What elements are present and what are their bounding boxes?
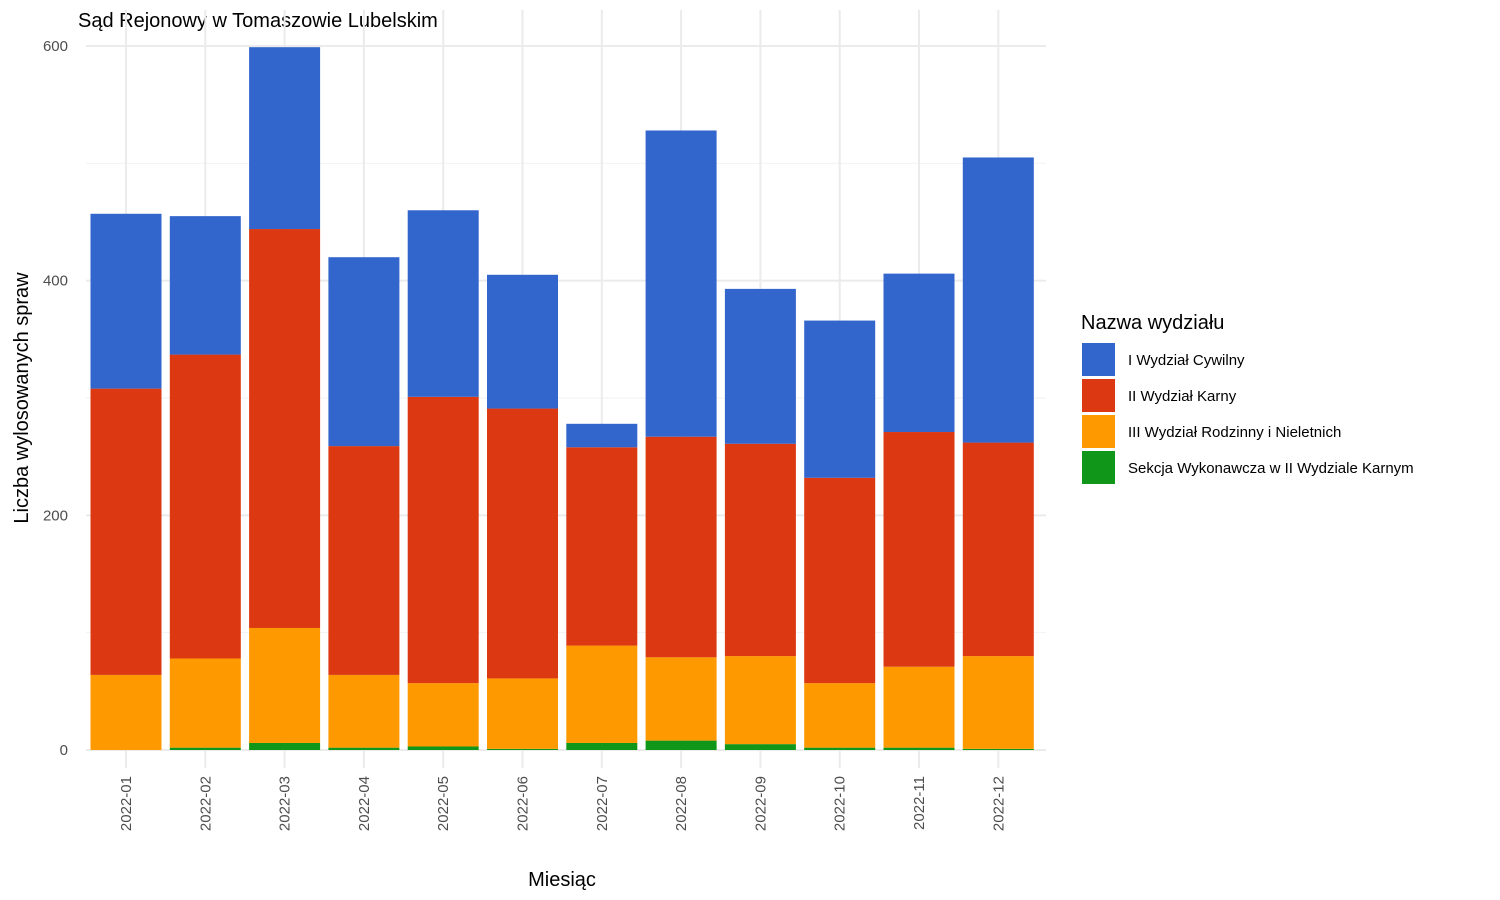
bar-segment xyxy=(169,747,241,750)
legend-label: I Wydział Cywilny xyxy=(1128,352,1245,369)
bar-segment xyxy=(169,216,241,355)
bar-segment xyxy=(169,354,241,659)
x-tick-label: 2022-06 xyxy=(515,776,532,831)
bar-segment xyxy=(90,388,162,675)
chart-title: Sąd Rejonowy w Tomaszowie Lubelskim xyxy=(78,10,438,32)
bar-segment xyxy=(328,446,400,675)
bar-segment xyxy=(407,210,479,397)
bar-segment xyxy=(645,657,717,741)
bar-segment xyxy=(804,477,876,684)
x-tick-label: 2022-11 xyxy=(911,776,928,830)
bar-segment xyxy=(804,683,876,748)
bar-segment xyxy=(566,423,638,448)
bar-segment xyxy=(962,656,1034,749)
bar-segment xyxy=(566,645,638,743)
bar-segment xyxy=(169,658,241,748)
bar-segment xyxy=(566,742,638,750)
bar-segment xyxy=(962,442,1034,657)
x-tick-label: 2022-07 xyxy=(594,776,611,831)
legend-swatch xyxy=(1082,451,1115,484)
x-axis-title: Miesiąc xyxy=(528,869,596,891)
bar-segment xyxy=(883,432,955,667)
x-tick-label: 2022-08 xyxy=(673,776,690,831)
bar-segment xyxy=(645,130,717,437)
bar-segment xyxy=(804,747,876,750)
bar-segment xyxy=(724,656,796,745)
bar-segment xyxy=(328,747,400,750)
legend-label: Sekcja Wykonawcza w II Wydziale Karnym xyxy=(1128,460,1414,477)
bar-segment xyxy=(249,47,321,230)
bar-segment xyxy=(724,288,796,444)
bar-segment xyxy=(645,740,717,750)
legend-swatch xyxy=(1082,415,1115,448)
legend-swatch xyxy=(1082,379,1115,412)
legend-swatch xyxy=(1082,343,1115,376)
bar-segment xyxy=(487,678,558,749)
y-tick-label: 200 xyxy=(43,507,68,524)
x-tick-label: 2022-12 xyxy=(990,776,1007,831)
bar-segment xyxy=(487,274,558,409)
y-tick-label: 400 xyxy=(43,273,68,290)
y-axis-ticks: 0 200 400 600 xyxy=(43,38,68,759)
bar-segment xyxy=(487,748,558,750)
bar-segment xyxy=(90,674,162,750)
y-tick-label: 600 xyxy=(43,38,68,55)
bar-segment xyxy=(724,744,796,750)
legend-label: III Wydział Rodzinny i Nieletnich xyxy=(1128,424,1341,441)
x-tick-label: 2022-05 xyxy=(435,776,452,831)
bar-segment xyxy=(328,257,400,447)
bar-segment xyxy=(883,747,955,750)
bar-segment xyxy=(962,748,1034,750)
x-tick-label: 2022-04 xyxy=(356,776,373,831)
bar-segment xyxy=(962,157,1034,443)
bar-segment xyxy=(487,408,558,679)
bar-segment xyxy=(883,666,955,748)
x-axis-ticks: 2022-01 2022-02 2022-03 2022-04 2022-05 2022-… xyxy=(118,776,1007,831)
bar-segment xyxy=(724,443,796,657)
bar-segment xyxy=(883,273,955,433)
legend-label: II Wydział Karny xyxy=(1128,388,1237,405)
x-tick-label: 2022-02 xyxy=(197,776,214,831)
bar-segment xyxy=(249,742,321,750)
bar-segment xyxy=(407,396,479,684)
bars xyxy=(90,47,1034,750)
bar-segment xyxy=(645,436,717,658)
bar-segment xyxy=(249,627,321,743)
bar-segment xyxy=(249,229,321,628)
y-tick-label: 0 xyxy=(60,742,68,759)
bar-segment xyxy=(804,320,876,478)
bar-segment xyxy=(90,213,162,389)
x-tick-label: 2022-09 xyxy=(752,776,769,831)
y-axis-title: Liczba wylosowanych spraw xyxy=(11,272,33,524)
bar-segment xyxy=(328,674,400,748)
bar-segment xyxy=(407,683,479,747)
x-tick-label: 2022-01 xyxy=(118,776,135,831)
x-tick-label: 2022-10 xyxy=(832,776,849,831)
x-tick-label: 2022-03 xyxy=(277,776,294,831)
legend: Nazwa wydziału I Wydział Cywilny II Wydzi… xyxy=(1081,312,1414,484)
bar-segment xyxy=(407,746,479,750)
bar-segment xyxy=(566,447,638,646)
legend-title: Nazwa wydziału xyxy=(1081,312,1224,334)
